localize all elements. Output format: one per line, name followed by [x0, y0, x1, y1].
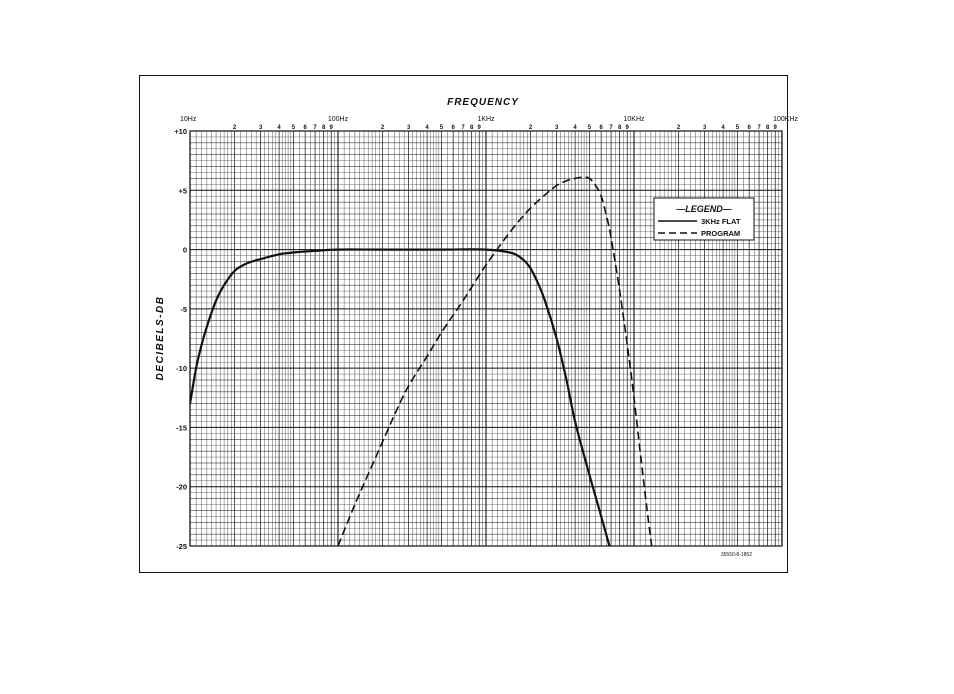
x-tick-label: 1KHz	[477, 116, 495, 123]
x-minor-tick-label: 3	[703, 125, 707, 131]
y-tick-label: +5	[178, 186, 187, 195]
x-tick-label: 100Hz	[328, 116, 349, 123]
y-tick-label: -25	[176, 542, 187, 551]
x-minor-tick-label: 2	[677, 125, 681, 131]
y-tick-label: -5	[180, 305, 187, 314]
y-tick-label: 0	[183, 246, 187, 255]
x-minor-tick-label: 5	[440, 125, 444, 131]
chart-frame	[139, 75, 788, 573]
x-minor-tick-label: 9	[478, 125, 482, 131]
x-minor-tick-label: 6	[747, 125, 751, 131]
x-minor-tick-label: 5	[736, 125, 740, 131]
y-tick-label: -20	[176, 483, 187, 492]
x-minor-tick-label: 8	[470, 125, 474, 131]
x-minor-tick-label: 3	[407, 125, 411, 131]
series-line-program	[337, 176, 653, 546]
grid	[189, 130, 783, 547]
x-minor-tick-label: 7	[313, 125, 317, 131]
chart-title: FREQUENCY	[447, 97, 519, 108]
x-minor-tick-label: 9	[330, 125, 334, 131]
x-tick-label: 10KHz	[623, 116, 645, 123]
x-minor-tick-label: 2	[233, 125, 237, 131]
y-tick-label: -10	[176, 364, 187, 373]
series-line-3khz-flat	[190, 248, 611, 546]
x-minor-tick-label: 3	[555, 125, 559, 131]
plot-border	[189, 130, 783, 547]
y-tick-label: -15	[176, 423, 187, 432]
x-minor-tick-label: 4	[721, 125, 725, 131]
x-minor-tick-label: 8	[322, 125, 326, 131]
x-minor-tick-label: 7	[757, 125, 761, 131]
legend-title: —LEGEND—	[675, 204, 733, 214]
legend-entry-flat: 3KHz FLAT	[701, 217, 741, 226]
x-minor-tick-label: 7	[461, 125, 465, 131]
x-minor-tick-label: 6	[303, 125, 307, 131]
x-minor-tick-label: 2	[381, 125, 385, 131]
x-minor-tick-label: 2	[529, 125, 533, 131]
x-minor-tick-label: 8	[766, 125, 770, 131]
x-minor-tick-label: 3	[259, 125, 263, 131]
y-axis-label: DECIBELS-DB	[155, 296, 166, 381]
x-minor-tick-label: 4	[425, 125, 429, 131]
x-minor-tick-label: 5	[588, 125, 592, 131]
figure-id-annotation: 35550-8-1852	[721, 552, 752, 558]
legend-entry-program: PROGRAM	[701, 229, 740, 238]
x-minor-tick-label: 8	[618, 125, 622, 131]
x-minor-tick-label: 7	[609, 125, 613, 131]
x-minor-tick-label: 4	[573, 125, 577, 131]
x-minor-tick-label: 4	[277, 125, 281, 131]
x-tick-label: 100KHz	[773, 116, 798, 123]
x-minor-tick-label: 6	[451, 125, 455, 131]
x-minor-tick-label: 9	[774, 125, 778, 131]
x-minor-tick-label: 6	[599, 125, 603, 131]
y-tick-label: +10	[174, 127, 187, 136]
x-minor-tick-label: 5	[292, 125, 296, 131]
legend: —LEGEND— 3KHz FLAT PROGRAM	[653, 197, 755, 241]
x-minor-tick-label: 9	[626, 125, 630, 131]
x-tick-label: 10Hz	[180, 116, 197, 123]
series-layer	[190, 176, 653, 546]
